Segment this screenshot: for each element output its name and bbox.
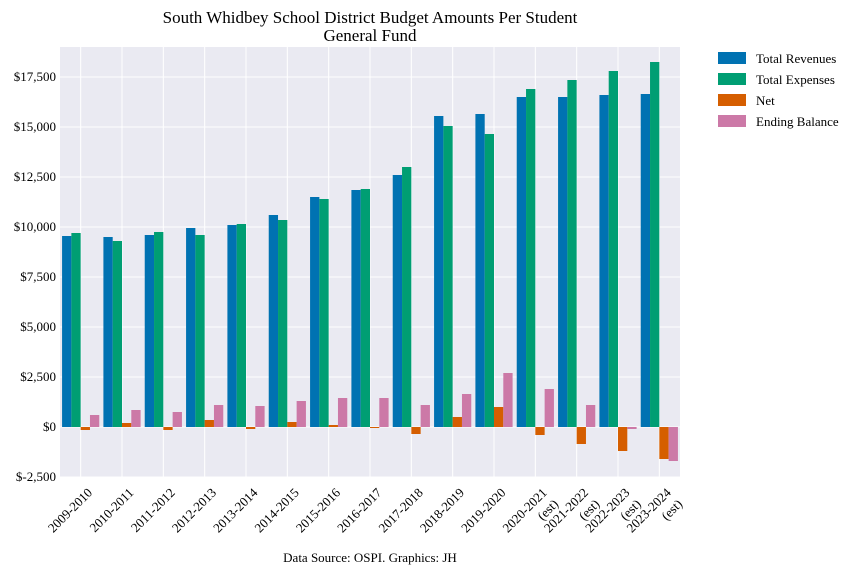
legend-label: Total Revenues [756,51,836,66]
bar-total-expenses [567,80,577,427]
x-tick-label: 2017-2018 [375,485,425,535]
bar-net [411,427,421,434]
bar-total-expenses [112,241,122,427]
bar-ending-balance [89,415,100,427]
bar-total-expenses [360,189,370,427]
bar-total-revenues [599,95,609,427]
bar-ending-balance [585,405,596,427]
bar-total-revenues [62,236,72,427]
bar-ending-balance [503,373,513,427]
x-tick-label: 2023-2024(est) [623,485,685,547]
x-tick-label: 2010-2011 [86,485,136,535]
bar-total-expenses [608,71,618,427]
legend-label: Total Expenses [756,72,835,87]
legend-label: Ending Balance [756,114,839,129]
bar-ending-balance [131,410,141,427]
bar-ending-balance [668,427,678,461]
bar-ending-balance [461,394,472,427]
bar-ending-balance [379,398,389,427]
x-tick-label: 2014-2015 [251,485,301,535]
bar-ending-balance [627,427,637,429]
y-axis-ticks: $-2,500 $0 $2,500 $5,000 $7,500 $10,000 $12,50… [14,69,56,484]
bar-ending-balance [296,401,306,427]
bar-ending-balance [255,406,265,427]
x-tick-label: 2018-2019 [417,485,467,535]
bar-total-expenses [236,224,246,427]
bar-total-revenues [516,97,527,427]
y-tick-label: $10,000 [14,219,56,234]
bar-total-expenses [278,220,288,427]
bar-total-revenues [144,235,155,427]
x-axis-ticks: 2009-20102010-20112011-20122012-20132013… [45,485,685,547]
bar-total-expenses [443,126,453,427]
bar-ending-balance [544,389,554,427]
bar-total-expenses [526,89,536,427]
bar-total-revenues [392,175,403,427]
bars [62,62,678,461]
y-tick-label: $17,500 [14,69,56,84]
bar-net [370,427,380,428]
bar-total-revenues [351,190,361,427]
bar-total-expenses [319,199,329,427]
bar-total-revenues [186,228,196,427]
bar-net [163,427,173,430]
bar-total-revenues [103,237,113,427]
bar-net [452,417,462,427]
legend-label: Net [756,93,775,108]
bar-total-revenues [310,197,320,427]
legend-swatch [718,94,746,106]
bar-ending-balance [213,405,224,427]
bar-net [576,427,586,444]
bar-total-expenses [484,134,494,427]
bar-total-expenses [154,232,164,427]
x-tick-label: 2019-2020 [458,485,508,535]
bar-total-revenues [558,97,568,427]
bar-ending-balance [420,405,430,427]
y-tick-label: $0 [43,419,56,434]
chart-subtitle: General Fund [323,26,417,45]
bar-total-revenues [475,114,485,427]
bar-net [535,427,545,435]
legend-swatch [718,52,746,64]
bar-net [659,427,669,459]
data-source-caption: Data Source: OSPI. Graphics: JH [283,550,457,565]
bar-total-expenses [650,62,660,427]
chart-title: South Whidbey School District Budget Amo… [163,8,578,27]
bar-total-revenues [268,215,279,427]
bar-total-revenues [640,94,651,427]
legend: Total Revenues Total Expenses Net Ending Ba… [718,51,839,129]
bar-ending-balance [337,398,348,427]
y-tick-label: $12,500 [14,169,56,184]
bar-net [287,422,297,427]
bar-net [246,427,256,429]
bar-net [204,420,214,427]
bar-total-revenues [434,116,444,427]
bar-total-expenses [71,233,81,427]
bar-ending-balance [172,412,182,427]
legend-swatch [718,73,746,85]
y-tick-label: $7,500 [20,269,56,284]
bar-net [122,423,132,427]
x-tick-label: 2009-2010 [45,485,95,535]
bar-total-expenses [402,167,412,427]
y-tick-label: $-2,500 [16,469,56,484]
bar-net [618,427,628,451]
x-tick-label: 2012-2013 [169,485,219,535]
bar-total-revenues [227,225,237,427]
bar-net [80,427,90,430]
bar-net [494,407,504,427]
bar-total-expenses [195,235,205,427]
bar-net [328,425,338,427]
y-tick-label: $2,500 [20,369,56,384]
y-tick-label: $5,000 [20,319,56,334]
legend-swatch [718,115,746,127]
y-tick-label: $15,000 [14,119,56,134]
